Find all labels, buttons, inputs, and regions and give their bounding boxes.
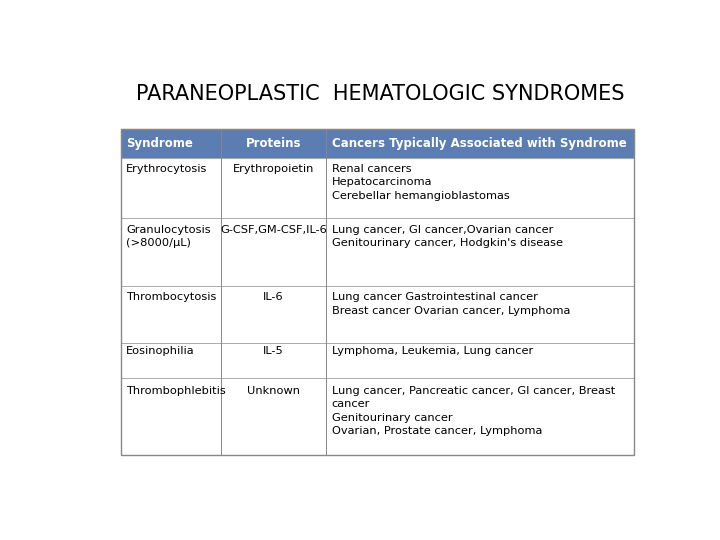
Text: IL-6: IL-6 <box>263 292 284 302</box>
Text: Cancers Typically Associated with Syndrome: Cancers Typically Associated with Syndro… <box>332 137 626 150</box>
Bar <box>121 342 634 378</box>
Bar <box>121 218 634 286</box>
Text: Lung cancer Gastrointestinal cancer
Breast cancer Ovarian cancer, Lymphoma: Lung cancer Gastrointestinal cancer Brea… <box>332 292 570 316</box>
Text: Thrombophlebitis: Thrombophlebitis <box>126 386 226 396</box>
Bar <box>121 378 634 455</box>
Bar <box>121 158 634 218</box>
Text: IL-5: IL-5 <box>263 346 284 356</box>
Text: Lung cancer, GI cancer,Ovarian cancer
Genitourinary cancer, Hodgkin's disease: Lung cancer, GI cancer,Ovarian cancer Ge… <box>332 225 562 248</box>
Text: Thrombocytosis: Thrombocytosis <box>126 292 217 302</box>
Text: PARANEOPLASTIC  HEMATOLOGIC SYNDROMES: PARANEOPLASTIC HEMATOLOGIC SYNDROMES <box>136 84 624 104</box>
Bar <box>121 129 634 455</box>
Text: Eosinophilia: Eosinophilia <box>126 346 195 356</box>
Text: Proteins: Proteins <box>246 137 301 150</box>
Text: Granulocytosis
(>8000/μL): Granulocytosis (>8000/μL) <box>126 225 211 248</box>
Text: G-CSF,GM-CSF,IL-6: G-CSF,GM-CSF,IL-6 <box>220 225 327 235</box>
Text: Erythropoietin: Erythropoietin <box>233 164 314 173</box>
Text: Lymphoma, Leukemia, Lung cancer: Lymphoma, Leukemia, Lung cancer <box>332 346 533 356</box>
Text: Erythrocytosis: Erythrocytosis <box>126 164 207 173</box>
Text: Syndrome: Syndrome <box>126 137 193 150</box>
Bar <box>121 286 634 342</box>
Text: Unknown: Unknown <box>247 386 300 396</box>
Text: Lung cancer, Pancreatic cancer, GI cancer, Breast
cancer
Genitourinary cancer
Ov: Lung cancer, Pancreatic cancer, GI cance… <box>332 386 615 436</box>
Bar <box>121 129 634 158</box>
Text: Renal cancers
Hepatocarcinoma
Cerebellar hemangioblastomas: Renal cancers Hepatocarcinoma Cerebellar… <box>332 164 509 201</box>
